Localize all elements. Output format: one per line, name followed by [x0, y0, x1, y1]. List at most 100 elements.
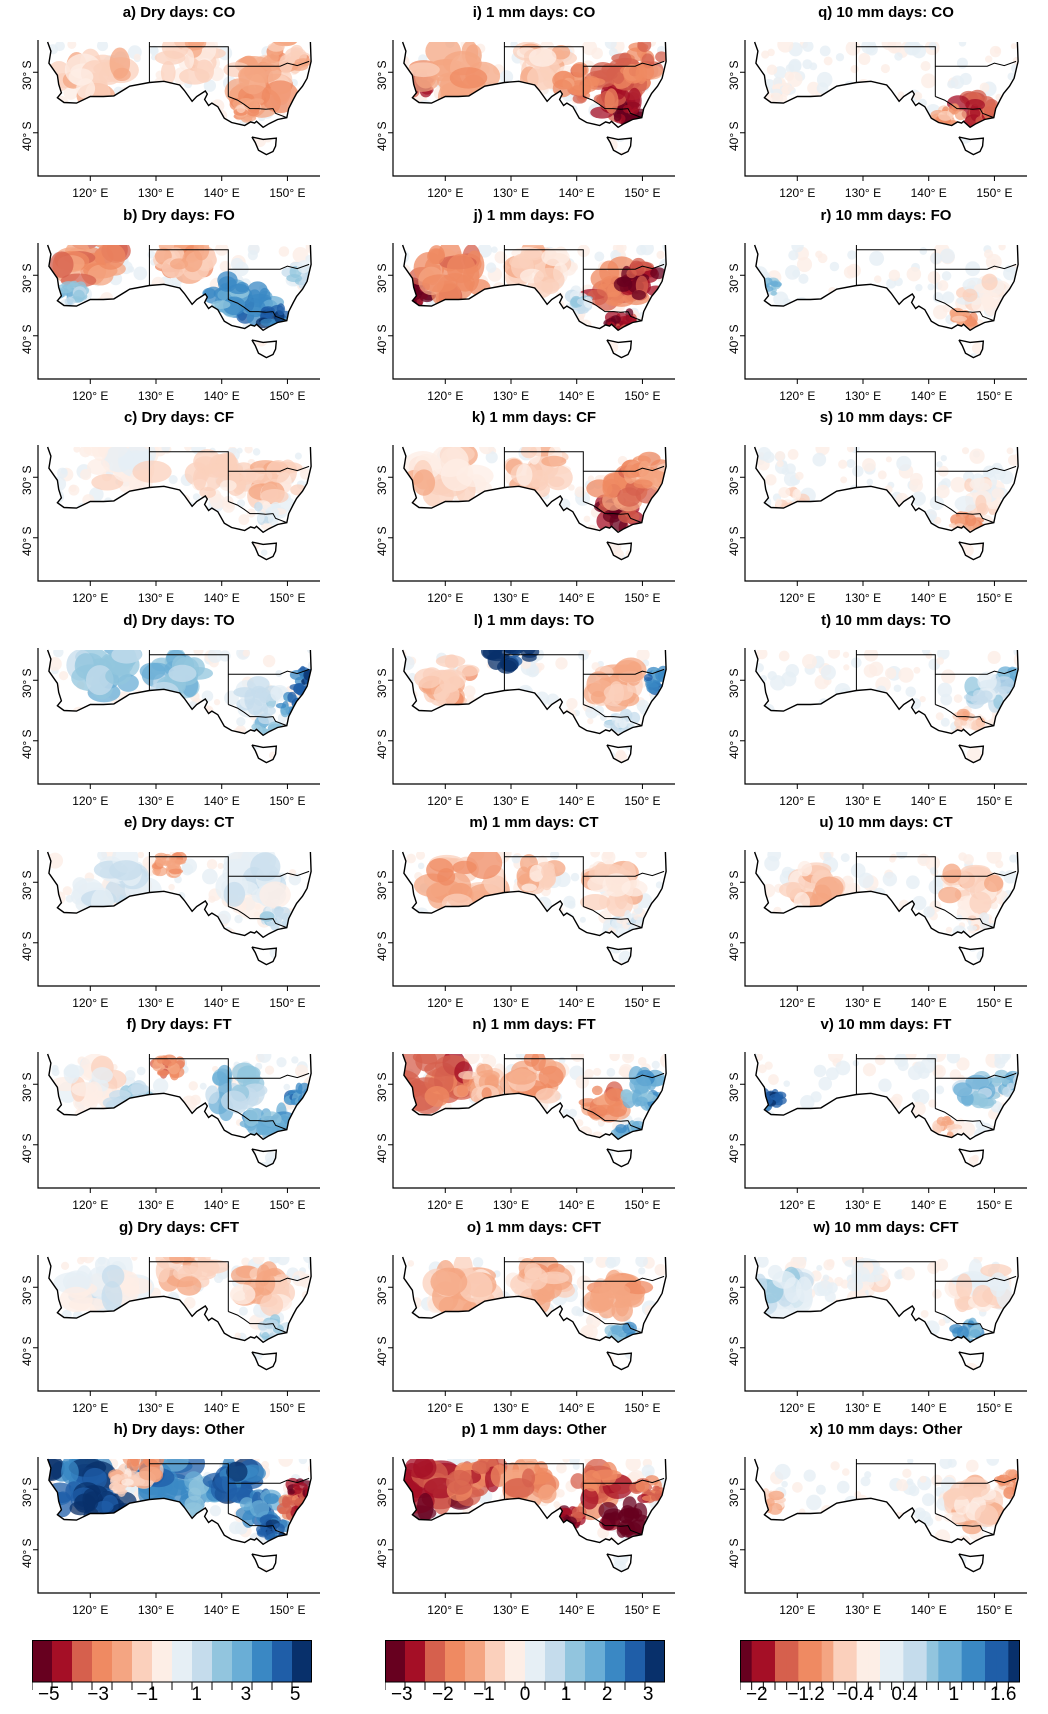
lon-tick-label: 120° E — [427, 794, 464, 808]
panel-title: p) 1 mm days: Other — [461, 1421, 607, 1438]
state-border — [583, 299, 642, 322]
map-panel-p: p) 1 mm days: Other 30° S 40° S 120° E 130° … — [373, 1421, 675, 1617]
axis-lines — [744, 1255, 1027, 1392]
state-border — [856, 1261, 936, 1312]
state-border — [856, 46, 936, 97]
lon-tick-label: 130° E — [492, 794, 530, 808]
state-border — [504, 856, 584, 907]
lon-tick-label: 150° E — [269, 1401, 306, 1415]
colorbar-swatch — [950, 1640, 963, 1682]
colorbar-swatch — [868, 1640, 881, 1682]
map-field — [754, 852, 1019, 965]
colorbar-label: 5 — [289, 1684, 301, 1705]
colorbar-mm10: −2 −1.2 −0.4 0.4 1 1.6 — [740, 1640, 1020, 1710]
colorbar-swatch — [763, 1640, 776, 1682]
state-border — [935, 1311, 994, 1334]
lat-tick-label: 40° S — [727, 121, 741, 151]
axis-lines — [392, 1255, 675, 1392]
map-panel-s: s) 10 mm days: CF 30° S 40° S 120° E 130° E 1… — [725, 409, 1027, 605]
state-border — [583, 906, 642, 929]
lat-tick-label: 40° S — [20, 526, 34, 556]
panel-title: v) 10 mm days: FT — [820, 1016, 952, 1033]
panel-title: j) 1 mm days: FO — [473, 207, 595, 224]
map-mm1-ct — [388, 850, 675, 991]
map-mm1-cft — [388, 1255, 675, 1396]
colorbar-label: 0 — [519, 1684, 531, 1705]
map-panel-t: t) 10 mm days: TO 30° S 40° S 120° E 130° E 1… — [725, 612, 1027, 808]
lat-tick-label: 40° S — [375, 1133, 389, 1163]
colorbar-swatch — [272, 1640, 293, 1682]
colorbar-swatch — [880, 1640, 893, 1682]
lat-tick-label: 40° S — [20, 1538, 34, 1568]
axis-lines — [37, 1052, 320, 1189]
colorbar-frame — [385, 1640, 665, 1683]
map-panel-f: f) Dry days: FT 30° S 40° S 120° E 130° E 140… — [18, 1016, 320, 1212]
lat-tick-label: 40° S — [727, 324, 741, 354]
lat-tick-label: 40° S — [727, 1133, 741, 1163]
axis-lines — [37, 40, 320, 177]
colorbar-label: 0.4 — [891, 1684, 918, 1705]
lon-tick-label: 140° E — [910, 389, 947, 403]
state-border — [228, 96, 287, 119]
colorbar-label: −5 — [37, 1684, 60, 1705]
lat-tick-label: 40° S — [375, 931, 389, 961]
lon-tick-label: 120° E — [72, 996, 109, 1010]
lon-tick-label: 150° E — [976, 996, 1013, 1010]
lon-tick-label: 130° E — [844, 794, 882, 808]
map-field — [47, 852, 312, 965]
lon-tick-label: 140° E — [558, 996, 595, 1010]
lon-tick-label: 150° E — [624, 389, 661, 403]
state-border — [856, 249, 936, 300]
colorbar-swatch — [232, 1640, 253, 1682]
lat-tick-label: 30° S — [727, 1477, 741, 1508]
lon-tick-label: 120° E — [779, 1603, 816, 1617]
map-field — [754, 650, 1019, 763]
panel-title: l) 1 mm days: TO — [473, 612, 595, 629]
coastline-tasmania — [251, 136, 278, 156]
panel-title: e) Dry days: CT — [123, 814, 235, 831]
map-field — [402, 245, 667, 358]
colorbar-label: 2 — [601, 1684, 613, 1705]
coastline-tasmania — [251, 1553, 278, 1573]
coastline-tasmania — [251, 744, 278, 764]
lon-tick-label: 140° E — [203, 1198, 240, 1212]
map-panel-i: i) 1 mm days: CO 30° S 40° S 120° E 130° E 14… — [373, 4, 675, 200]
lon-tick-label: 130° E — [492, 186, 530, 200]
colorbar-swatch — [1008, 1640, 1020, 1682]
lon-tick-label: 130° E — [492, 389, 530, 403]
lon-tick-label: 120° E — [72, 186, 109, 200]
lat-tick-label: 40° S — [20, 1336, 34, 1366]
lon-tick-label: 140° E — [910, 794, 947, 808]
axis-lines — [37, 850, 320, 987]
colorbar-label: −1 — [473, 1684, 495, 1705]
colorbar-swatch — [252, 1640, 273, 1682]
lon-tick-label: 120° E — [779, 591, 816, 605]
axis-lines — [392, 40, 675, 177]
state-border — [149, 856, 229, 907]
state-border — [504, 46, 584, 97]
coastline-tasmania — [958, 1351, 985, 1371]
panel-title: d) Dry days: TO — [123, 612, 235, 629]
lon-tick-label: 130° E — [492, 996, 530, 1010]
state-border — [228, 299, 287, 322]
lon-tick-label: 150° E — [624, 996, 661, 1010]
axis-lines — [392, 850, 675, 987]
state-border — [583, 1477, 665, 1484]
state-border — [583, 668, 665, 675]
lon-tick-label: 120° E — [427, 186, 464, 200]
lat-tick-label: 30° S — [375, 60, 389, 91]
lat-tick-label: 40° S — [375, 1538, 389, 1568]
state-border — [228, 906, 287, 929]
state-border — [504, 451, 584, 502]
map-panel-m: m) 1 mm days: CT 30° S 40° S 120° E 130° E 14… — [373, 814, 675, 1010]
lon-tick-label: 140° E — [203, 996, 240, 1010]
state-border — [856, 1463, 936, 1514]
lat-tick-label: 30° S — [20, 1072, 34, 1103]
state-border — [935, 1108, 994, 1131]
lon-tick-label: 150° E — [624, 1401, 661, 1415]
panel-title: c) Dry days: CF — [123, 409, 235, 426]
coastline-tasmania — [606, 339, 633, 359]
lon-tick-label: 150° E — [976, 186, 1013, 200]
colorbar-swatch — [740, 1640, 753, 1682]
lon-tick-label: 130° E — [137, 996, 175, 1010]
